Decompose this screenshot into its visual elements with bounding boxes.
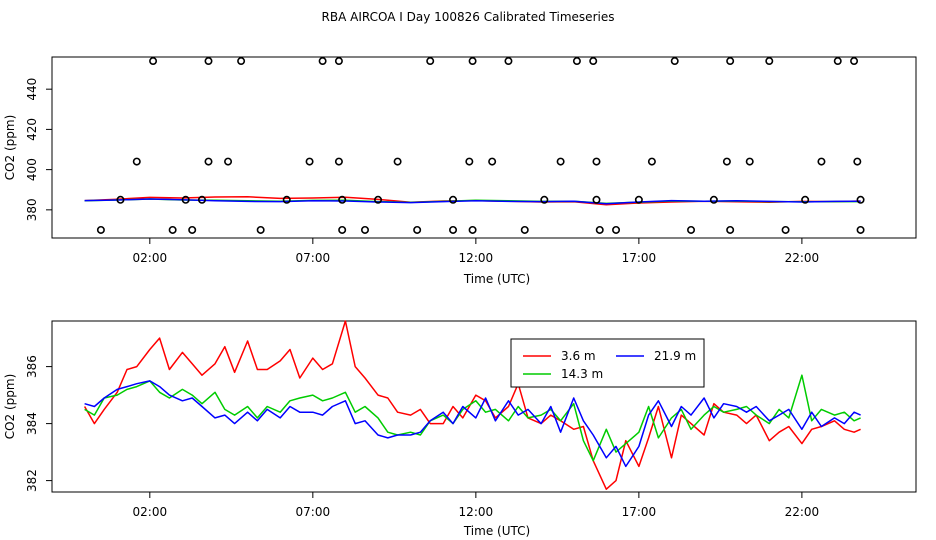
series-line-21-9-m: [84, 198, 861, 205]
x-tick-label: 12:00: [459, 251, 494, 265]
y-tick-label: 400: [25, 158, 39, 181]
calibration-point: [853, 157, 862, 166]
y-tick-label: 380: [25, 198, 39, 221]
y-tick-label: 382: [25, 469, 39, 492]
calibration-point: [709, 195, 718, 204]
x-tick-label: 17:00: [622, 505, 657, 519]
x-axis-label: Time (UTC): [463, 524, 530, 538]
calibration-point: [197, 195, 206, 204]
calibration-point: [572, 57, 581, 66]
calibration-point: [856, 195, 865, 204]
calibration-point: [726, 57, 735, 66]
calibration-point: [520, 225, 529, 234]
calibration-point: [338, 195, 347, 204]
calibration-point: [204, 157, 213, 166]
calibration-point: [504, 57, 513, 66]
x-tick-label: 22:00: [785, 251, 820, 265]
x-axis-label: Time (UTC): [463, 272, 530, 286]
calibration-point: [338, 225, 347, 234]
calibration-point: [589, 57, 598, 66]
calibration-point: [374, 195, 383, 204]
calibration-point: [168, 225, 177, 234]
calibration-point: [595, 225, 604, 234]
x-tick-label: 07:00: [296, 505, 331, 519]
calibration-point: [256, 225, 265, 234]
series-line-14-3-m: [84, 374, 861, 462]
calibration-point: [647, 157, 656, 166]
calibration-point: [833, 57, 842, 66]
legend-box: [510, 338, 705, 388]
series-line-21-9-m: [84, 380, 861, 468]
calibration-point: [634, 195, 643, 204]
y-axis-label: CO2 (ppm): [3, 115, 17, 181]
calibration-point: [305, 157, 314, 166]
calibration-point: [592, 195, 601, 204]
y-axis-label: CO2 (ppm): [3, 374, 17, 440]
x-tick-label: 07:00: [296, 251, 331, 265]
x-tick-label: 12:00: [459, 505, 494, 519]
calibration-point: [745, 157, 754, 166]
calibration-point: [449, 195, 458, 204]
calibration-point: [765, 57, 774, 66]
calibration-point: [204, 57, 213, 66]
series-line-3-6-m: [83, 320, 861, 490]
top-panel: 02:00 07:00 12:00 17:00 22:00 380 400 420 440 Tim…: [3, 56, 917, 286]
x-tick-label: 22:00: [785, 505, 820, 519]
calibration-point: [781, 225, 790, 234]
calibration-point: [670, 57, 679, 66]
calibration-point: [540, 195, 549, 204]
calibration-point: [360, 225, 369, 234]
calibration-point: [488, 157, 497, 166]
x-tick-label: 02:00: [133, 251, 168, 265]
legend-label-3-6-m: 3.6 m: [561, 349, 596, 363]
x-tick-label: 02:00: [133, 505, 168, 519]
legend: 3.6 m 21.9 m 14.3 m: [510, 338, 705, 388]
y-tick-label: 420: [25, 118, 39, 141]
calibration-point: [282, 195, 291, 204]
legend-label-14-3-m: 14.3 m: [561, 367, 603, 381]
calibration-point: [188, 225, 197, 234]
calibration-point: [393, 157, 402, 166]
legend-label-21-9-m: 21.9 m: [654, 349, 696, 363]
calibration-point: [817, 157, 826, 166]
y-tick-label: 440: [25, 78, 39, 101]
plot-frame: [51, 56, 917, 239]
calibration-point: [612, 225, 621, 234]
calibration-point: [334, 157, 343, 166]
calibration-point: [722, 157, 731, 166]
calibration-point: [556, 157, 565, 166]
bottom-panel: 02:00 07:00 12:00 17:00 22:00 382 384 386 Time (…: [3, 320, 917, 538]
calibration-point: [856, 225, 865, 234]
calibration-point: [726, 225, 735, 234]
calibration-point: [449, 225, 458, 234]
calibration-point: [149, 57, 158, 66]
calibration-point: [592, 157, 601, 166]
calibration-point: [465, 157, 474, 166]
calibration-point: [687, 225, 696, 234]
calibration-point: [224, 157, 233, 166]
calibration-point: [237, 57, 246, 66]
calibration-point: [426, 57, 435, 66]
calibration-point: [468, 225, 477, 234]
y-tick-label: 386: [25, 355, 39, 378]
calibration-point: [334, 57, 343, 66]
calibration-point: [318, 57, 327, 66]
y-tick-label: 384: [25, 412, 39, 435]
calibration-point: [801, 195, 810, 204]
plot-frame: [51, 320, 917, 493]
calibration-point: [181, 195, 190, 204]
figure-title: RBA AIRCOA I Day 100826 Calibrated Times…: [322, 10, 615, 24]
calibration-point: [132, 157, 141, 166]
calibration-point: [116, 195, 125, 204]
calibration-point: [96, 225, 105, 234]
calibration-point: [468, 57, 477, 66]
x-tick-label: 17:00: [622, 251, 657, 265]
calibration-point: [850, 57, 859, 66]
calibration-point: [413, 225, 422, 234]
